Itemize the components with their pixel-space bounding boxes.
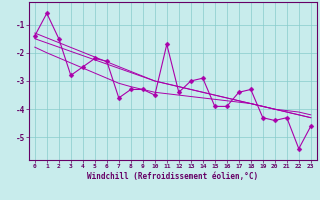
X-axis label: Windchill (Refroidissement éolien,°C): Windchill (Refroidissement éolien,°C) (87, 172, 258, 181)
